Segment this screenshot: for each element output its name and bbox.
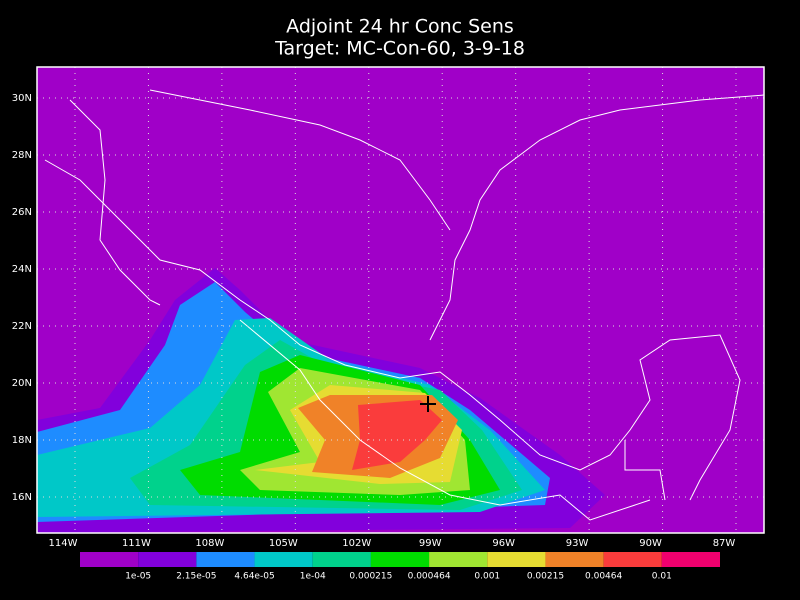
lat-label: 20N	[12, 378, 32, 389]
coastline	[239, 319, 651, 521]
colorbar-label: 0.000215	[349, 572, 392, 582]
contour-fill	[352, 400, 442, 470]
lon-label: 105W	[269, 538, 298, 549]
colorbar-swatch	[661, 552, 720, 567]
lon-label: 96W	[492, 538, 515, 549]
lon-label: 99W	[419, 538, 442, 549]
lon-label: 90W	[639, 538, 662, 549]
map-area	[37, 67, 764, 533]
colorbar-label: 2.15e-05	[176, 572, 216, 582]
coastline	[69, 99, 161, 306]
lat-label: 30N	[12, 93, 32, 104]
colorbar-label: 0.00215	[527, 572, 564, 582]
colorbar-swatch	[603, 552, 662, 567]
colorbar-swatch	[254, 552, 313, 567]
coastlines	[44, 89, 764, 521]
lon-label: 111W	[122, 538, 151, 549]
lat-label: 22N	[12, 321, 32, 332]
map-frame	[36, 66, 765, 534]
lon-label: 93W	[566, 538, 589, 549]
coastline	[44, 159, 741, 501]
colorbar-swatch	[545, 552, 604, 567]
lat-label: 24N	[12, 264, 32, 275]
lat-label: 26N	[12, 207, 32, 218]
colorbar-swatch	[429, 552, 488, 567]
lat-label: 16N	[12, 492, 32, 503]
colorbar-label: 0.001	[474, 572, 500, 582]
lon-label: 108W	[195, 538, 224, 549]
colorbar-swatch	[138, 552, 197, 567]
lat-label: 18N	[12, 435, 32, 446]
target-marker	[420, 396, 436, 412]
lat-label: 28N	[12, 150, 32, 161]
colorbar-swatch	[312, 552, 371, 567]
colorbar-swatch	[370, 552, 430, 567]
coastline	[429, 94, 764, 341]
title-line: Target: MC-Con-60, 3-9-18	[274, 38, 525, 60]
colorbar-swatch	[196, 552, 255, 567]
lon-label: 102W	[342, 538, 371, 549]
colorbar-label: 1e-04	[300, 572, 326, 582]
lon-label: 87W	[713, 538, 736, 549]
colorbar-label: 4.64e-05	[234, 572, 274, 582]
colorbar-label: 0.000464	[408, 572, 451, 582]
colorbar-label: 0.00464	[585, 572, 622, 582]
colorbar-label: 0.01	[652, 572, 672, 582]
colorbar-swatch	[80, 552, 139, 567]
title-line: Adjoint 24 hr Conc Sens	[286, 16, 514, 38]
lon-label: 114W	[49, 538, 78, 549]
border	[149, 89, 451, 231]
colorbar-swatch	[487, 552, 546, 567]
colorbar-label: 1e-05	[125, 572, 151, 582]
border	[624, 440, 666, 501]
